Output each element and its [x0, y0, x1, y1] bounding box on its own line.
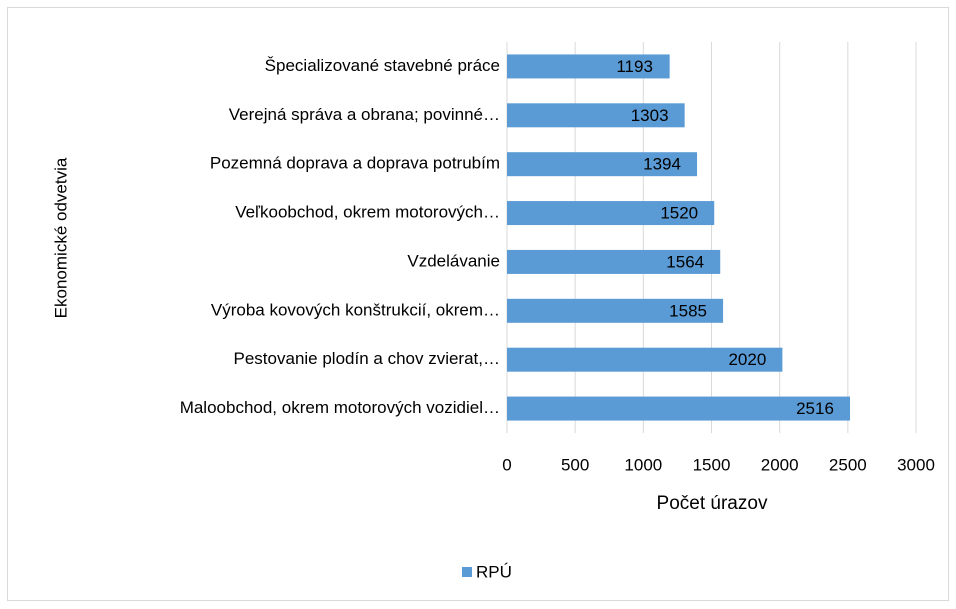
y-tick-label: Výroba kovových konštrukcií, okrem… [211, 300, 500, 319]
data-label: 1520 [660, 204, 698, 223]
x-tick-label: 1000 [624, 455, 662, 474]
y-tick-label: Vzdelávanie [407, 251, 500, 270]
y-tick-label: Verejná správa a obrana; povinné… [229, 105, 500, 124]
data-label: 2516 [796, 399, 834, 418]
bar [507, 103, 685, 128]
data-label: 1303 [631, 106, 669, 125]
bar [507, 298, 724, 323]
y-tick-label: Pestovanie plodín a chov zvierat,… [234, 349, 500, 368]
bar [507, 396, 851, 421]
legend-label: RPÚ [476, 562, 512, 581]
x-tick-label: 500 [561, 455, 589, 474]
data-label: 1564 [666, 252, 704, 271]
bar [507, 54, 670, 79]
bar [507, 152, 698, 177]
data-label: 1394 [643, 155, 681, 174]
y-tick-label: Pozemná doprava a doprava potrubím [210, 154, 500, 173]
bar [507, 201, 715, 226]
x-tick-label: 3000 [897, 455, 935, 474]
x-tick-label: 0 [502, 455, 511, 474]
bar [507, 347, 783, 372]
y-tick-label: Maloobchod, okrem motorových vozidiel… [180, 398, 500, 417]
y-tick-label: Špecializované stavebné práce [265, 56, 500, 75]
x-tick-label: 2000 [761, 455, 799, 474]
data-label: 1585 [669, 301, 707, 320]
data-label: 1193 [616, 57, 653, 76]
y-axis-label: Ekonomické odvetvia [51, 157, 70, 318]
legend-swatch [462, 567, 472, 577]
y-tick-label: Veľkoobchod, okrem motorových… [235, 203, 500, 222]
data-label: 2020 [728, 350, 766, 369]
bar [507, 249, 721, 274]
x-tick-label: 2500 [829, 455, 867, 474]
chart-frame [7, 7, 949, 601]
x-tick-label: 1500 [693, 455, 731, 474]
x-axis-label: Počet úrazov [657, 493, 768, 514]
